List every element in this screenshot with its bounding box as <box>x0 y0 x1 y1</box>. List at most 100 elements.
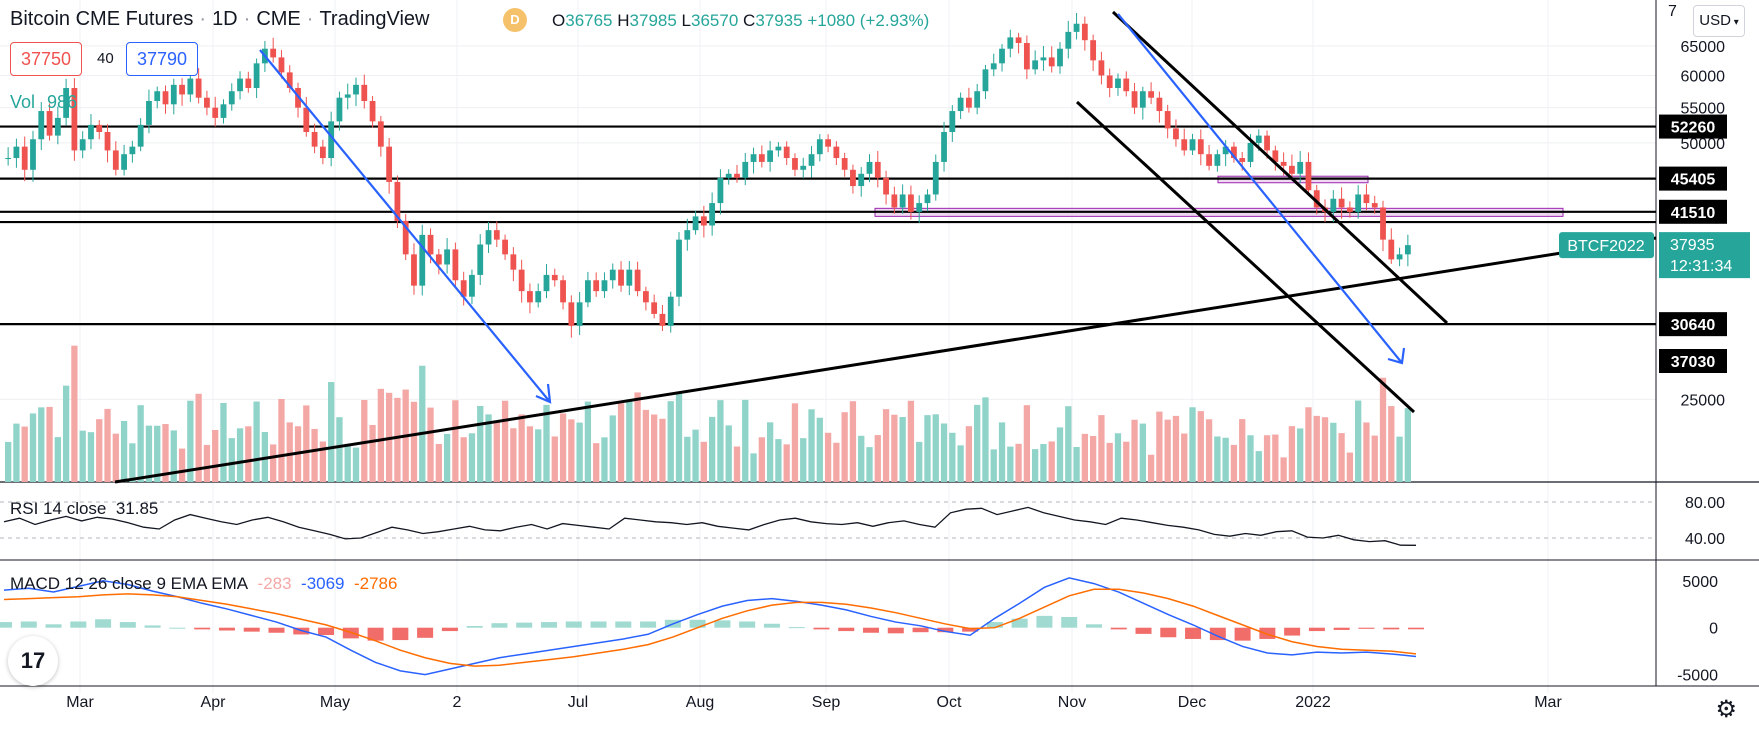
candle-body <box>179 84 185 95</box>
candle-body <box>767 150 774 162</box>
candle-body <box>891 194 898 208</box>
volume-bar <box>899 417 906 482</box>
volume-bar <box>1056 427 1064 482</box>
macd-histogram-bar <box>95 619 112 628</box>
volume-bar <box>419 365 426 482</box>
candle-body <box>932 161 939 195</box>
volume-bar <box>1156 411 1163 482</box>
x-tick-label: Mar <box>1534 694 1562 711</box>
macd-histogram-bar <box>1110 627 1127 630</box>
high-value: 37985 <box>629 11 677 30</box>
volume-bar <box>1388 406 1395 482</box>
volume-bar <box>1404 408 1412 482</box>
volume-bar <box>212 429 219 482</box>
macd-histogram-bar <box>640 621 657 628</box>
delayed-data-badge[interactable]: D <box>503 8 527 32</box>
x-tick-label: Apr <box>201 694 227 711</box>
currency-selector[interactable]: USD ▾ <box>1693 5 1745 37</box>
tradingview-logo[interactable]: 17 <box>8 636 58 686</box>
candle-body <box>642 291 649 303</box>
macd-histogram-bar <box>1234 627 1251 641</box>
macd-tick-label: -5000 <box>1677 668 1718 685</box>
close-value: 37935 <box>755 11 803 30</box>
candle-body <box>1305 161 1312 191</box>
candle-body <box>700 216 707 226</box>
buy-price-button[interactable]: 37790 <box>126 42 199 76</box>
volume-bar <box>1040 444 1047 482</box>
candle-body <box>1280 161 1287 166</box>
macd-histogram-bar <box>788 627 805 629</box>
candle-body <box>1264 135 1270 151</box>
volume-bar <box>311 428 318 482</box>
candle-body <box>999 48 1005 64</box>
level-price-label: 45405 <box>1671 172 1716 189</box>
volume-bar <box>1272 434 1279 482</box>
volume-bar <box>733 446 741 482</box>
volume-bar <box>270 444 277 482</box>
candle-body <box>982 69 989 92</box>
macd-histogram-bar <box>1308 627 1325 632</box>
sell-price-button[interactable]: 37750 <box>10 42 83 76</box>
currency-label: USD <box>1699 12 1731 29</box>
volume-bar <box>974 404 981 482</box>
macd-legend[interactable]: MACD 12 26 close 9 EMA EMA -283 -3069 -2… <box>10 574 397 594</box>
volume-bar <box>129 443 136 482</box>
volume-bar <box>717 400 724 482</box>
volume-bar <box>1222 437 1229 482</box>
y-tick-label: 25000 <box>1681 392 1726 409</box>
candle-body <box>104 131 111 151</box>
candle-body <box>1272 150 1279 162</box>
volume-bar <box>154 425 161 482</box>
volume-bar <box>833 442 840 482</box>
countdown-value: 12:31:34 <box>1670 258 1732 275</box>
volume-bar <box>1048 441 1055 482</box>
macd-histogram-bar <box>441 627 458 632</box>
candle-body <box>278 57 285 73</box>
open-label: O <box>552 11 566 30</box>
macd-histogram-bar <box>70 621 87 628</box>
volume-bar <box>659 418 666 482</box>
macd-histogram-bar <box>1383 627 1400 630</box>
symbol-tag-label: BTCF2022 <box>1567 238 1644 255</box>
y-tick-label: 55000 <box>1681 101 1726 118</box>
volume-bar <box>104 408 111 482</box>
volume-bar <box>1147 454 1155 482</box>
volume-bar <box>1081 433 1088 482</box>
symbol-title[interactable]: Bitcoin CME Futures <box>10 8 194 30</box>
blue-arrow <box>1117 13 1406 365</box>
volume-bar <box>170 430 177 482</box>
macd-histogram-bar <box>45 624 62 628</box>
candle-body <box>874 161 881 178</box>
volume-bar <box>71 345 78 482</box>
close-label: C <box>743 11 756 30</box>
chart-header: Bitcoin CME Futures · 1D · CME · TradingView <box>10 8 430 31</box>
x-tick-label: May <box>320 694 350 711</box>
volume-bar <box>1131 419 1138 482</box>
macd-histogram-bar <box>863 627 880 633</box>
candle-body <box>460 280 467 297</box>
candle-body <box>551 274 558 281</box>
gear-icon[interactable]: ⚙ <box>1715 696 1737 723</box>
interval-label[interactable]: 1D <box>212 8 238 30</box>
order-quantity[interactable]: 40 <box>97 50 114 67</box>
candle-body <box>1098 60 1105 76</box>
volume-bar <box>394 397 401 482</box>
volume-bar <box>684 436 691 482</box>
volume-bar <box>667 401 674 482</box>
rsi-legend[interactable]: RSI 14 close 31.85 <box>10 499 158 519</box>
volume-bar <box>493 421 500 482</box>
macd-signal-value: -2786 <box>353 574 398 593</box>
candle-body <box>245 78 252 89</box>
candle-body <box>1015 37 1022 44</box>
y-tick-label: 60000 <box>1681 68 1726 85</box>
macd-tick-label: 0 <box>1709 621 1718 638</box>
candle-body <box>1164 111 1171 129</box>
volume-bar <box>435 443 442 482</box>
candle-body <box>435 254 442 265</box>
candle-body <box>1289 165 1295 174</box>
volume-bar <box>634 392 641 482</box>
candle-body <box>750 154 757 162</box>
candle-body <box>493 230 500 240</box>
x-tick-label: Mar <box>66 694 94 711</box>
